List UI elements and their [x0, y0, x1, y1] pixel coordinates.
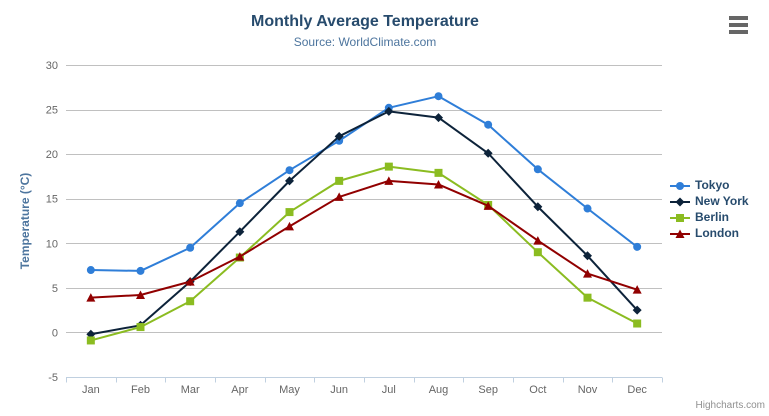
data-point-tokyo[interactable] [434, 92, 443, 101]
data-point-new-york[interactable] [285, 176, 294, 186]
berlin-series-marker-icon [670, 211, 690, 223]
data-point-new-york[interactable] [334, 131, 344, 141]
y-axis-label: 30 [46, 60, 58, 72]
data-point-berlin[interactable] [186, 297, 195, 306]
x-axis-label: Sep [478, 384, 498, 396]
legend-label: Berlin [695, 210, 730, 224]
data-point-london[interactable] [285, 221, 294, 231]
tokyo-series-marker-icon [670, 179, 690, 191]
data-point-london[interactable] [86, 293, 96, 302]
data-point-tokyo[interactable] [533, 165, 542, 174]
series-line-berlin[interactable] [89, 165, 639, 342]
y-axis-label: 5 [52, 283, 58, 295]
y-axis-label: 25 [46, 105, 58, 117]
legend-label: Tokyo [695, 178, 730, 192]
data-point-berlin[interactable] [583, 293, 592, 302]
data-point-tokyo[interactable] [136, 266, 145, 275]
data-point-london[interactable] [235, 252, 245, 261]
legend-symbol [675, 197, 685, 207]
series-line-new-york[interactable] [89, 110, 639, 336]
data-point-tokyo[interactable] [186, 243, 195, 252]
data-point-london[interactable] [136, 290, 145, 299]
data-point-tokyo[interactable] [633, 242, 642, 251]
data-point-tokyo[interactable] [583, 204, 592, 213]
new-york-series-marker-icon [670, 195, 690, 207]
x-axis-label: Mar [181, 384, 200, 396]
data-point-new-york[interactable] [533, 202, 543, 212]
data-point-london[interactable] [185, 277, 195, 286]
london-series-marker-icon [670, 227, 690, 239]
chart-title: Monthly Average Temperature [251, 13, 479, 30]
hamburger-menu-icon [729, 16, 749, 34]
data-point-new-york[interactable] [483, 148, 493, 158]
x-axis-label: Aug [429, 384, 449, 396]
credits-link[interactable]: Highcharts.com [695, 400, 765, 411]
data-point-new-york[interactable] [434, 113, 443, 123]
data-point-london[interactable] [583, 269, 592, 278]
legend-item-tokyo[interactable]: Tokyo [670, 177, 749, 193]
y-axis-label: 0 [52, 327, 58, 339]
data-point-tokyo[interactable] [235, 199, 244, 208]
legend-item-london[interactable]: London [670, 225, 749, 241]
data-point-london[interactable] [533, 236, 543, 245]
data-point-berlin[interactable] [434, 168, 443, 177]
x-axis-label: May [279, 384, 300, 396]
x-axis-label: Nov [578, 384, 598, 396]
series-line-tokyo[interactable] [89, 95, 639, 272]
data-point-berlin[interactable] [136, 323, 145, 332]
data-point-tokyo[interactable] [285, 166, 294, 175]
data-point-berlin[interactable] [533, 248, 542, 257]
chart-subtitle: Source: WorldClimate.com [293, 35, 437, 49]
data-point-new-york[interactable] [235, 227, 245, 237]
y-axis-title: Temperature (°C) [18, 172, 32, 270]
x-axis-label: Oct [529, 384, 546, 396]
y-axis-label: -5 [48, 372, 58, 384]
context-menu-button[interactable] [729, 16, 749, 36]
x-axis-label: Jan [82, 384, 100, 396]
x-axis-label: Apr [231, 384, 248, 396]
y-axis-label: 20 [46, 149, 58, 161]
x-axis-label: Jun [330, 384, 348, 396]
data-point-london[interactable] [334, 192, 344, 201]
series-line-london[interactable] [89, 179, 639, 299]
legend-label: New York [695, 194, 749, 208]
data-point-london[interactable] [434, 179, 443, 189]
data-point-berlin[interactable] [285, 208, 294, 217]
legend-symbol [676, 214, 684, 222]
data-point-tokyo[interactable] [484, 120, 493, 129]
data-point-london[interactable] [632, 285, 642, 294]
data-point-london[interactable] [483, 201, 493, 210]
data-point-london[interactable] [384, 176, 394, 185]
data-point-berlin[interactable] [633, 319, 642, 328]
data-point-new-york[interactable] [384, 106, 394, 116]
y-axis-label: 15 [46, 194, 58, 206]
data-point-new-york[interactable] [583, 251, 592, 261]
data-point-berlin[interactable] [384, 162, 393, 171]
data-point-berlin[interactable] [335, 176, 344, 185]
x-axis-label: Jul [382, 384, 396, 396]
data-point-berlin[interactable] [86, 336, 95, 345]
legend-label: London [695, 226, 739, 240]
legend-item-new-york[interactable]: New York [670, 193, 749, 209]
x-axis-label: Feb [131, 384, 150, 396]
data-point-new-york[interactable] [632, 305, 642, 315]
legend-symbol [676, 182, 684, 190]
legend: Tokyo New York Berlin London [670, 177, 749, 241]
legend-symbol [675, 229, 685, 238]
x-axis-label: Dec [627, 384, 647, 396]
legend-item-berlin[interactable]: Berlin [670, 209, 749, 225]
data-point-tokyo[interactable] [86, 266, 95, 275]
y-axis-label: 10 [46, 238, 58, 250]
